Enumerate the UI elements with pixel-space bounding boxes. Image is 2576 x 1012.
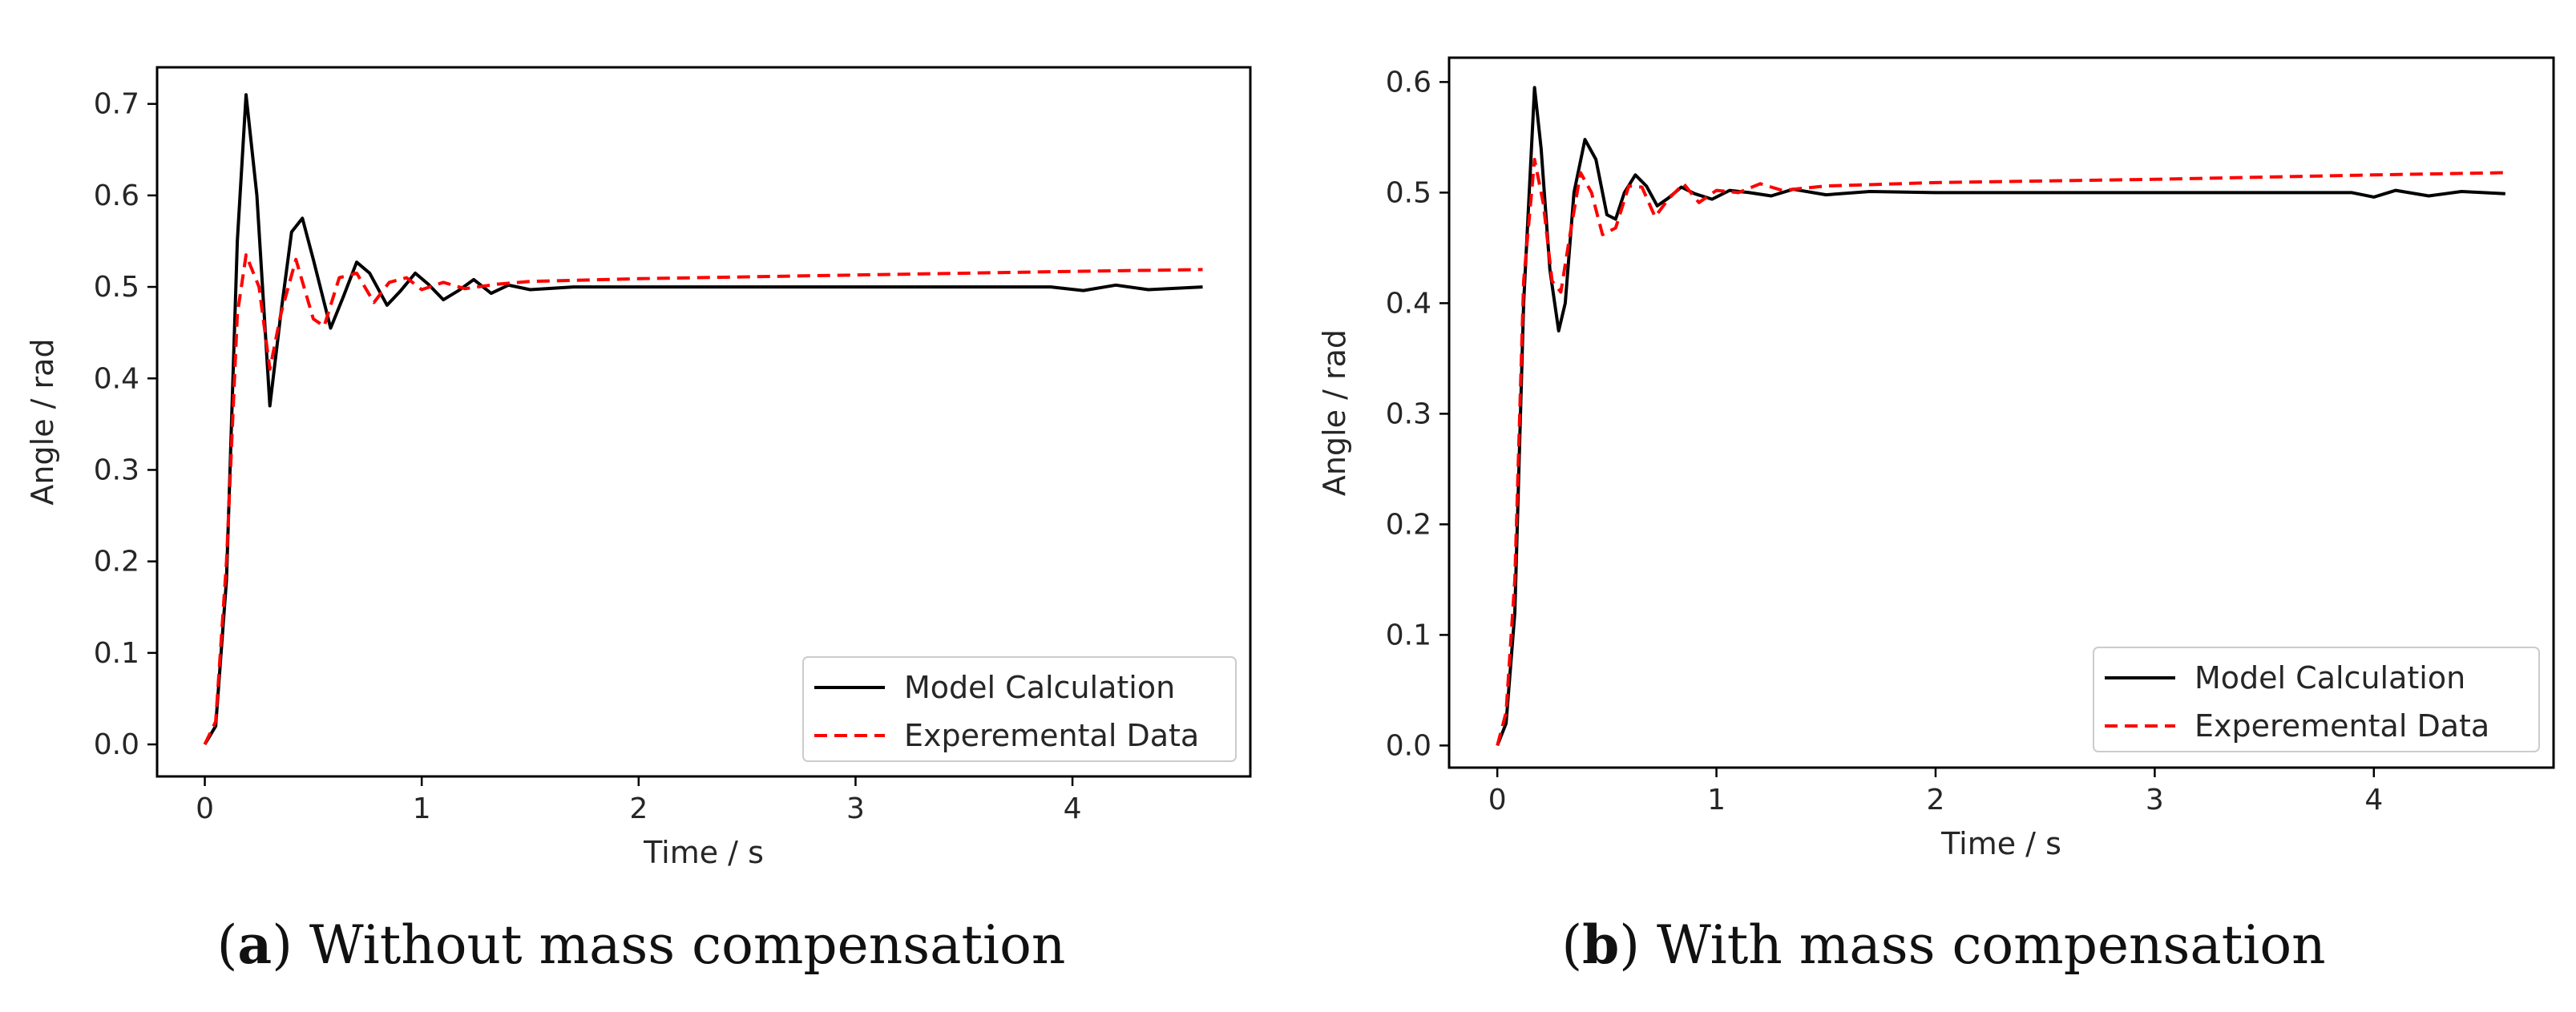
panel-a-plot-frame bbox=[155, 66, 1252, 778]
panel-b-y-tick-label: 0.2 bbox=[1386, 508, 1431, 541]
panel-a-y-tick-label: 0.1 bbox=[94, 637, 139, 670]
panel-a-y-axis-label: Angle / rad bbox=[25, 338, 60, 505]
panel-b-legend-experimental-label: Experemental Data bbox=[2194, 708, 2489, 744]
panel-a-legend: Model Calculation Experemental Data bbox=[802, 656, 1237, 762]
panel-b-caption-text: With mass compensation bbox=[1657, 914, 2326, 976]
panel-b-y-tick-label: 0.1 bbox=[1386, 619, 1431, 651]
panel-b-legend-box bbox=[2093, 647, 2540, 752]
panel-a-series-model-line bbox=[203, 93, 1203, 746]
panel-a-y-tick-label: 0.7 bbox=[94, 88, 139, 121]
panel-a-y-tick-label: 0.5 bbox=[94, 271, 139, 304]
panel-b-y-tick-label: 0.3 bbox=[1386, 397, 1431, 430]
panel-a-caption-text: Without mass compensation bbox=[309, 914, 1066, 976]
panel-b-y-tick-label: 0.6 bbox=[1386, 66, 1431, 99]
panel-a-x-axis-label: Time / s bbox=[643, 835, 764, 870]
panel-a-chart: 0 1 2 3 4 0.0 0.1 0.2 0.3 0.4 0.5 0.6 0.7 Time / s A… bbox=[25, 66, 1252, 870]
panel-b-chart: 0 1 2 3 4 0.0 0.1 0.2 0.3 0.4 0.5 0.6 Time / s Angl… bbox=[1317, 56, 2555, 861]
panel-a-legend-experimental-label: Experemental Data bbox=[904, 718, 1199, 753]
panel-a-legend-box bbox=[802, 656, 1237, 762]
panel-b-series-model-line bbox=[1496, 86, 2505, 747]
panel-b-x-tick-label: 0 bbox=[1488, 784, 1507, 816]
panel-b-y-tick-label: 0.4 bbox=[1386, 287, 1431, 320]
panel-a-y-tick-label: 0.3 bbox=[94, 454, 139, 486]
panel-a-x-tick-label: 4 bbox=[1064, 792, 1082, 825]
panel-a-legend-model-label: Model Calculation bbox=[904, 670, 1175, 705]
panel-a-x-tick-label: 0 bbox=[196, 792, 214, 825]
panel-a-y-tick-label: 0.6 bbox=[94, 179, 139, 212]
panel-a-x-tick-label: 1 bbox=[413, 792, 431, 825]
panel-b-legend-model-label: Model Calculation bbox=[2194, 660, 2465, 695]
panel-b-caption-letter: b bbox=[1582, 913, 1620, 976]
panel-b-x-tick-label: 3 bbox=[2146, 784, 2164, 816]
panel-b-y-tick-label: 0.0 bbox=[1386, 729, 1431, 762]
panel-b-series-layer bbox=[1496, 86, 2505, 747]
panel-b-series-experimental-line bbox=[1496, 158, 2505, 746]
panel-b-y-tick-label: 0.5 bbox=[1386, 176, 1431, 209]
panel-b-plot-frame bbox=[1447, 56, 2555, 769]
panel-b-ticks: 0 1 2 3 4 0.0 0.1 0.2 0.3 0.4 0.5 0.6 bbox=[1386, 66, 2384, 816]
panel-b-x-axis-label: Time / s bbox=[1940, 826, 2061, 861]
panel-b-caption: (b) With mass compensation bbox=[1561, 913, 2326, 976]
panel-a-series-layer bbox=[203, 93, 1203, 746]
panel-a-x-tick-label: 2 bbox=[629, 792, 648, 825]
panel-a-caption-letter: a bbox=[237, 913, 273, 976]
panel-b-x-tick-label: 1 bbox=[1707, 784, 1726, 816]
panel-b-x-tick-label: 4 bbox=[2364, 784, 2383, 816]
panel-a-y-tick-label: 0.0 bbox=[94, 728, 139, 761]
panel-b-x-tick-label: 2 bbox=[1927, 784, 1945, 816]
panel-a-ticks: 0 1 2 3 4 0.0 0.1 0.2 0.3 0.4 0.5 0.6 0.7 bbox=[94, 88, 1082, 825]
panel-a-x-tick-label: 3 bbox=[846, 792, 865, 825]
panel-b-y-axis-label: Angle / rad bbox=[1317, 329, 1352, 496]
panel-a-y-tick-label: 0.2 bbox=[94, 546, 139, 579]
panel-a-y-tick-label: 0.4 bbox=[94, 362, 139, 395]
panel-b-legend: Model Calculation Experemental Data bbox=[2093, 647, 2540, 752]
panel-a-series-experimental-line bbox=[203, 253, 1203, 745]
panel-a-caption: (a) Without mass compensation bbox=[216, 913, 1066, 976]
